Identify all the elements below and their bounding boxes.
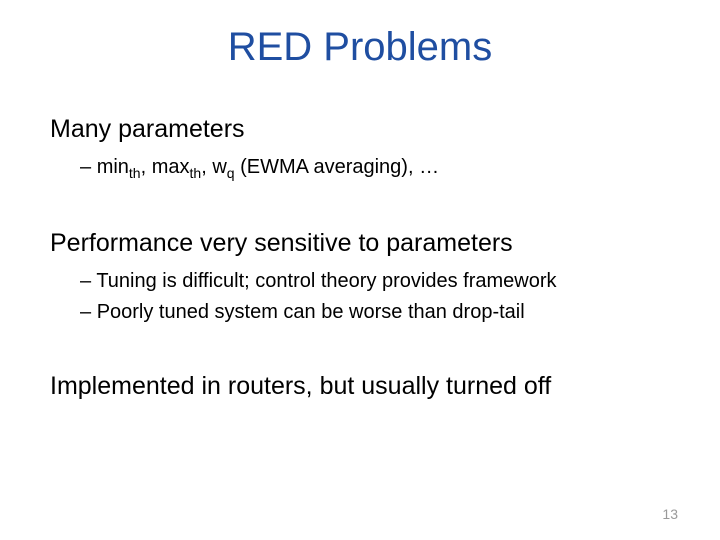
formula-prefix: min <box>97 156 129 178</box>
formula-mid1: , max <box>141 156 190 178</box>
formula-sub1: th <box>129 165 141 181</box>
section-2-item-1: Tuning is difficult; control theory prov… <box>80 270 670 293</box>
section-3-heading: Implemented in routers, but usually turn… <box>50 372 670 401</box>
formula-sub2: th <box>190 165 202 181</box>
formula-suffix: (EWMA averaging), … <box>235 156 440 178</box>
slide-container: RED Problems Many parameters minth, maxt… <box>0 0 720 540</box>
section-1-heading: Many parameters <box>50 115 670 144</box>
section-2-item-2: Poorly tuned system can be worse than dr… <box>80 301 670 324</box>
section-2-heading: Performance very sensitive to parameters <box>50 229 670 258</box>
slide-title: RED Problems <box>50 25 670 70</box>
page-number: 13 <box>662 506 678 522</box>
gap-1 <box>50 189 670 229</box>
formula-mid2: , w <box>201 156 227 178</box>
section-2: Performance very sensitive to parameters… <box>50 229 670 324</box>
gap-2 <box>50 332 670 372</box>
section-3: Implemented in routers, but usually turn… <box>50 372 670 401</box>
section-1-item-1: minth, maxth, wq (EWMA averaging), … <box>80 156 670 181</box>
section-1: Many parameters minth, maxth, wq (EWMA a… <box>50 115 670 181</box>
formula-sub3: q <box>227 165 235 181</box>
